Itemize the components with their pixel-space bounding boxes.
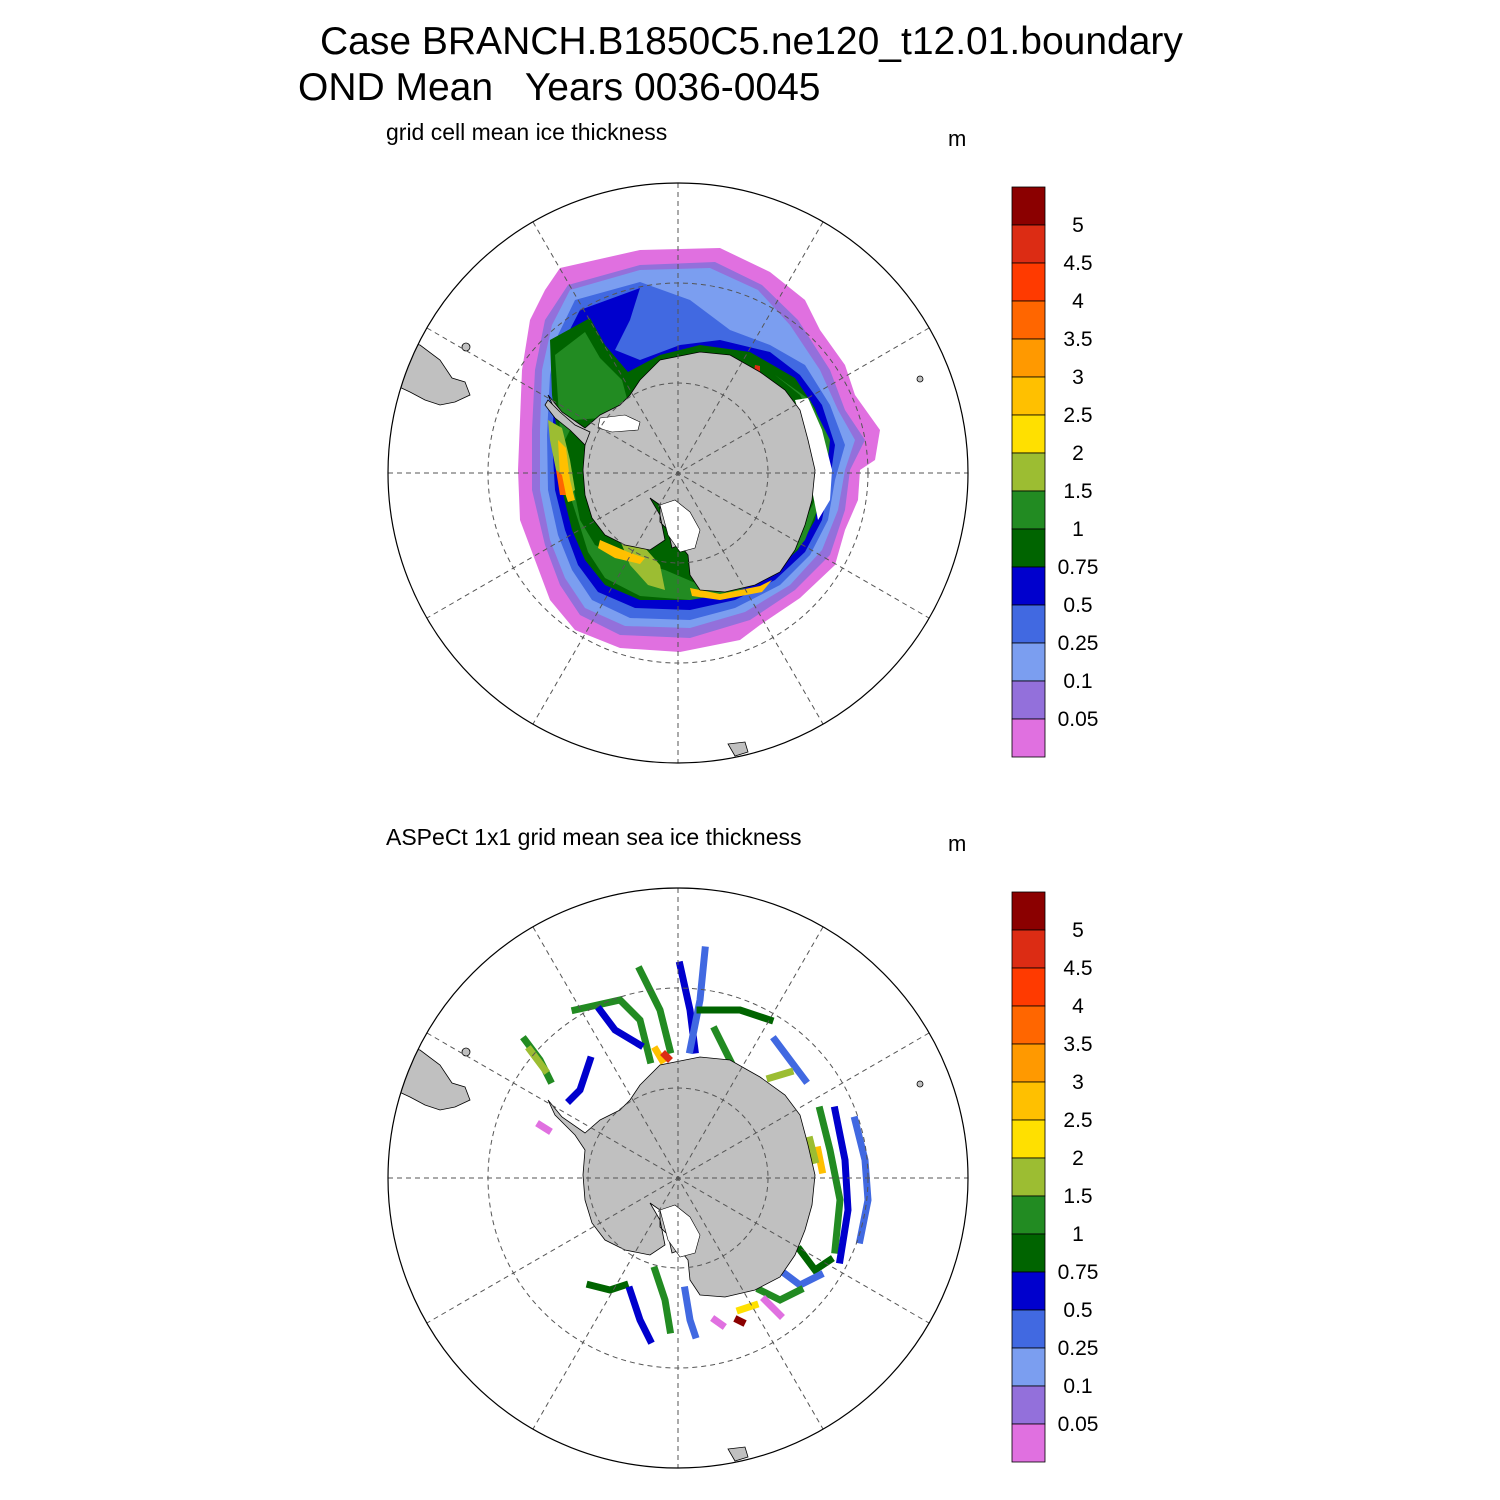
title-line-1: Case BRANCH.B1850C5.ne120_t12.01.boundar… [320, 20, 1183, 63]
colorbar-label: 3 [1072, 366, 1084, 389]
ice-band-3.5 [556, 470, 566, 495]
colorbar-label: 4.5 [1063, 252, 1092, 275]
ice-band-2.5 [558, 440, 575, 502]
colorbar-swatch [1011, 376, 1046, 416]
ice-band-2.5c [690, 580, 772, 600]
colorbar-label: 3.5 [1063, 1033, 1092, 1056]
new-zealand-tip [727, 741, 749, 757]
colorbar-label: 0.1 [1063, 670, 1092, 693]
weddell-bay [597, 414, 641, 433]
colorbar-swatch [1011, 1005, 1046, 1045]
colorbar-label: 2.5 [1063, 404, 1092, 427]
colorbar-swatch [1011, 1195, 1046, 1235]
colorbar-swatch [1011, 528, 1046, 568]
colorbar-swatch [1011, 262, 1046, 302]
colorbar-swatch [1011, 604, 1046, 644]
colorbar-swatch [1011, 414, 1046, 454]
panel-1-map [387, 182, 969, 764]
panel-1-subtitle: grid cell mean ice thickness [386, 119, 668, 145]
colorbar-swatch [1011, 891, 1046, 931]
title-line-2: OND Mean Years 0036-0045 [298, 66, 821, 109]
colorbar-label: 1 [1072, 1223, 1084, 1246]
ice-band-1.0 [555, 332, 830, 600]
colorbar-label: 0.5 [1063, 594, 1092, 617]
small-island-east [916, 375, 924, 383]
colorbar-panel-1: 5 4.5 4 3.5 3 2.5 2 1.5 1 0.75 0.5 0.25 0.1 0.05 [1011, 186, 1099, 758]
falkland-islands [461, 1047, 471, 1057]
colorbar-label: 2 [1072, 1147, 1084, 1170]
colorbar-swatch [1011, 967, 1046, 1007]
colorbar-label: 1.5 [1063, 1185, 1092, 1208]
panel-2-map [387, 887, 969, 1469]
colorbar-label: 0.25 [1058, 1337, 1099, 1360]
new-zealand-tip [727, 1446, 749, 1462]
colorbar-swatch [1011, 186, 1046, 226]
colorbar-swatch [1011, 1081, 1046, 1121]
ice-band-2.5b [598, 540, 645, 564]
colorbar-swatch [1011, 718, 1046, 758]
colorbar-label: 4 [1072, 290, 1084, 313]
south-america-landmass [394, 1044, 471, 1111]
south-america-landmass [394, 339, 471, 406]
colorbar-label: 0.25 [1058, 632, 1099, 655]
colorbar-label: 4 [1072, 995, 1084, 1018]
colorbar-label: 0.1 [1063, 1375, 1092, 1398]
colorbar-label: 5 [1072, 919, 1084, 942]
colorbar-swatch [1011, 452, 1046, 492]
colorbar-label: 1 [1072, 518, 1084, 541]
panel-1-unit: m [948, 126, 967, 151]
colorbar-label: 0.75 [1058, 1261, 1099, 1284]
colorbar-swatch [1011, 1309, 1046, 1349]
colorbar-label: 3 [1072, 1071, 1084, 1094]
colorbar-swatch [1011, 1385, 1046, 1425]
panel-2-unit: m [948, 831, 967, 856]
colorbar-label: 5 [1072, 214, 1084, 237]
colorbar-panel-2: 5 4.5 4 3.5 3 2.5 2 1.5 1 0.75 0.5 0.25 0.1 0.05 [1011, 891, 1099, 1463]
colorbar-label: 4.5 [1063, 957, 1092, 980]
antarctica-landmass [547, 1056, 816, 1298]
colorbar-label: 0.5 [1063, 1299, 1092, 1322]
colorbar-label: 1.5 [1063, 480, 1092, 503]
colorbar-label: 2 [1072, 442, 1084, 465]
colorbar-label: 3.5 [1063, 328, 1092, 351]
falkland-islands [461, 342, 471, 352]
small-island-east [916, 1080, 924, 1088]
colorbar-label: 2.5 [1063, 1109, 1092, 1132]
colorbar-swatch [1011, 490, 1046, 530]
colorbar-swatch [1011, 566, 1046, 606]
colorbar-swatch [1011, 1271, 1046, 1311]
colorbar-swatch [1011, 1423, 1046, 1463]
colorbar-swatch [1011, 1157, 1046, 1197]
colorbar-label: 0.75 [1058, 556, 1099, 579]
colorbar-swatch [1011, 1347, 1046, 1387]
colorbar-label: 0.05 [1058, 708, 1099, 731]
colorbar-swatch [1011, 680, 1046, 720]
ice-band-1.5 [620, 540, 665, 590]
colorbar-swatch [1011, 1233, 1046, 1273]
colorbar-swatch [1011, 642, 1046, 682]
colorbar-swatch [1011, 224, 1046, 264]
colorbar-swatch [1011, 338, 1046, 378]
colorbar-swatch [1011, 1043, 1046, 1083]
panel-2-subtitle: ASPeCt 1x1 grid mean sea ice thickness [386, 824, 802, 850]
colorbar-label: 0.05 [1058, 1413, 1099, 1436]
colorbar-swatch [1011, 1119, 1046, 1159]
antarctic-peninsula [544, 399, 591, 446]
colorbar-swatch [1011, 300, 1046, 340]
colorbar-swatch [1011, 929, 1046, 969]
